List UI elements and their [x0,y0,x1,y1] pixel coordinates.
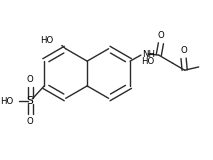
Text: HO: HO [141,57,154,66]
Text: O: O [27,75,34,84]
Text: S: S [27,96,34,106]
Text: HO: HO [0,96,14,106]
Text: O: O [180,46,187,55]
Text: O: O [27,117,34,126]
Text: O: O [158,31,164,40]
Text: HO: HO [40,36,54,45]
Text: NH: NH [143,49,156,59]
